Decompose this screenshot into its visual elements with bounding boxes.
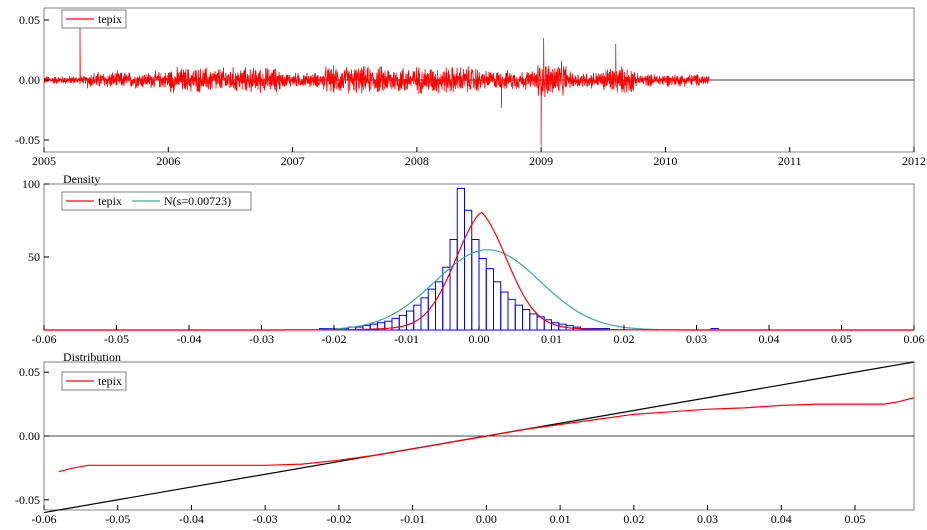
x-tick-label: 0.00 <box>476 512 497 526</box>
histogram-bar <box>449 238 458 331</box>
x-tick-label: 0.02 <box>623 512 644 526</box>
panel-timeseries-x-axis: 2005 2006 2007 2008 2009 2010 2011 2012 <box>32 147 926 168</box>
x-tick-label: 2008 <box>405 154 429 168</box>
legend-label-tepix: tepix <box>98 374 122 388</box>
histogram-bar <box>507 298 516 331</box>
x-tick-label: 0.02 <box>614 332 635 346</box>
histogram-bar <box>514 304 523 331</box>
x-tick-label: 0.05 <box>831 332 852 346</box>
x-tick-label: -0.01 <box>394 332 419 346</box>
histogram-bar <box>464 209 473 331</box>
x-tick-label: -0.04 <box>179 512 204 526</box>
panel-distribution-title: Distribution <box>63 350 121 364</box>
panel-distribution-x-axis: -0.06 -0.05 -0.04 -0.03 -0.02 -0.01 0.00 0.01 0.… <box>32 505 866 526</box>
panel-distribution-legend: tepix <box>61 371 127 391</box>
y-tick-label: 0.05 <box>19 365 40 379</box>
x-tick-label: 0.04 <box>771 512 792 526</box>
x-tick-label: 0.01 <box>550 512 571 526</box>
series-line-tepix <box>43 27 710 147</box>
histogram-bar <box>398 314 407 331</box>
panel-timeseries-legend: tepix <box>61 9 127 29</box>
panel-density-legend: tepix N(s=0.00723) <box>61 191 252 211</box>
x-tick-label: 0.00 <box>469 332 490 346</box>
histogram-bars <box>319 187 719 331</box>
panel-timeseries-y-axis: 0.05 0.00 -0.05 <box>15 13 49 147</box>
series-path-tepix <box>43 27 710 147</box>
x-tick-label: 0.01 <box>541 332 562 346</box>
x-tick-label: -0.03 <box>253 512 278 526</box>
x-tick-label: -0.02 <box>322 332 347 346</box>
x-tick-label: 2006 <box>156 154 180 168</box>
panel-density: Density -0.06 -0.05 -0.04 -0.03 -0.02 -0.01 0.… <box>22 172 925 346</box>
y-tick-label: 50 <box>28 250 40 264</box>
x-tick-label: 2012 <box>902 154 926 168</box>
legend-label-tepix: tepix <box>98 12 122 26</box>
x-tick-label: -0.03 <box>249 332 274 346</box>
x-tick-label: 0.03 <box>697 512 718 526</box>
x-tick-label: -0.04 <box>177 332 202 346</box>
panel-density-title: Density <box>63 172 100 186</box>
y-tick-label: -0.05 <box>15 493 40 507</box>
series-path-tepix <box>58 397 915 473</box>
panel-density-x-axis: -0.06 -0.05 -0.04 -0.03 -0.02 -0.01 0.00 0.01 0.… <box>32 325 925 346</box>
panel-distribution-y-axis: 0.05 0.00 -0.05 <box>15 365 49 507</box>
histogram-bar <box>529 313 538 331</box>
histogram-bar <box>500 291 509 331</box>
histogram-bar <box>406 310 415 331</box>
x-tick-label: -0.06 <box>32 332 57 346</box>
x-tick-label: 0.04 <box>759 332 780 346</box>
panel-timeseries: 2005 2006 2007 2008 2009 2010 2011 2012 0.050.0… <box>15 7 926 168</box>
x-tick-label: 0.06 <box>904 332 925 346</box>
x-tick-label: 2010 <box>653 154 677 168</box>
x-tick-label: -0.05 <box>104 332 129 346</box>
panel-distribution-curves <box>43 361 915 514</box>
histogram-bar <box>478 257 487 331</box>
y-tick-label: -0.05 <box>15 133 40 147</box>
histogram-bar <box>493 281 502 331</box>
legend-label-tepix: tepix <box>98 194 122 208</box>
x-tick-label: 0.03 <box>686 332 707 346</box>
x-tick-label: 0.05 <box>845 512 866 526</box>
x-tick-label: 2009 <box>529 154 553 168</box>
x-tick-label: 2005 <box>32 154 56 168</box>
histogram-bar <box>413 304 422 331</box>
y-tick-label: 0.05 <box>19 13 40 27</box>
histogram-bar <box>442 266 451 331</box>
x-tick-label: 2007 <box>281 154 305 168</box>
x-tick-label: -0.06 <box>32 512 57 526</box>
x-tick-label: -0.05 <box>105 512 130 526</box>
panel-density-y-axis: 100 50 <box>22 177 49 264</box>
x-tick-label: -0.01 <box>400 512 425 526</box>
histogram-bar <box>485 268 494 331</box>
histogram-bar <box>522 309 531 331</box>
y-tick-label: 0.00 <box>19 73 40 87</box>
legend-label-normal: N(s=0.00723) <box>164 194 231 208</box>
panel-distribution: Distribution -0.06 -0.05 -0.04 -0.03 -0.02 -0… <box>15 350 915 526</box>
x-tick-label: -0.02 <box>326 512 351 526</box>
x-tick-label: 2011 <box>778 154 802 168</box>
y-tick-label: 100 <box>22 177 40 191</box>
y-tick-label: 0.00 <box>19 429 40 443</box>
